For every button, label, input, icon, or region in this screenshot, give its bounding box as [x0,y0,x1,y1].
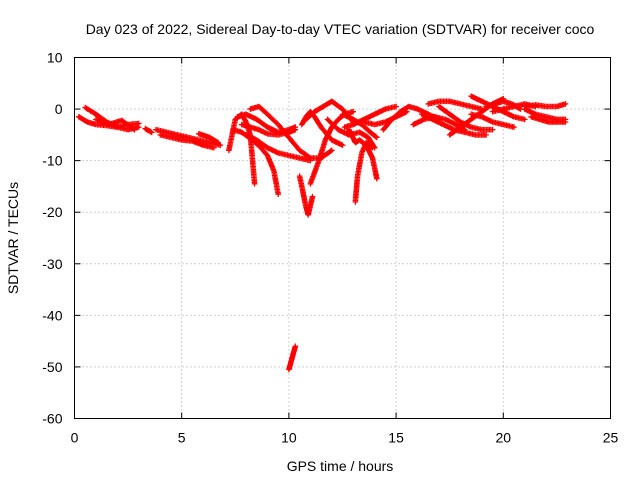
plus-markers [521,101,569,110]
plus-markers [196,131,221,146]
x-tick-label: 20 [496,430,512,446]
series-arc03 [93,116,138,133]
y-tick-label: -60 [42,411,62,427]
series-arc15 [296,173,316,218]
plus-markers [247,103,335,161]
plus-markers [296,173,316,218]
plus-markers [142,125,155,136]
x-tick-label: 25 [603,430,619,446]
plus-markers [352,139,376,205]
plus-markers [341,103,399,130]
y-axis-label: SDTVAR / TECUs [5,182,21,294]
plus-markers [157,132,217,151]
x-axis-label: GPS time / hours [287,458,394,474]
plus-markers [483,98,524,112]
tick-labels: 0 5 10 15 20 25 10 0 -10 -20 -30 -40 -50 -60 [42,50,618,446]
series-arc04 [142,125,155,136]
y-tick-label: 0 [55,101,63,117]
series-arc34 [483,98,524,112]
y-tick-label: -20 [42,204,62,220]
series-arc14 [286,343,299,373]
series-arc22 [352,139,376,205]
x-tick-label: 10 [281,430,297,446]
plus-markers [243,132,314,164]
plus-markers [286,343,299,373]
y-tick-label: 10 [47,50,63,66]
series-arc13 [247,103,335,161]
plus-markers [93,116,138,133]
series-arc37 [528,114,569,125]
y-tick-label: -10 [42,153,62,169]
plot-frame [74,57,611,419]
series-arc12 [243,132,314,164]
y-tick-label: -30 [42,256,62,272]
plus-markers [528,114,569,125]
x-tick-label: 5 [178,430,186,446]
series-arc36 [521,101,569,110]
data-points [75,93,569,373]
plus-markers [468,111,517,130]
series-arc06 [157,132,217,151]
chart-title: Day 023 of 2022, Sidereal Day-to-day VTE… [86,21,595,37]
y-tick-label: -50 [42,359,62,375]
y-tick-label: -40 [42,307,62,323]
series-arc23 [341,103,399,130]
series-arc32 [468,111,517,130]
x-tick-label: 15 [388,430,404,446]
x-tick-label: 0 [71,430,79,446]
plus-markers [425,98,485,112]
series-arc27 [425,98,485,112]
series-arc07 [196,131,221,146]
axis-ticks [74,57,611,419]
